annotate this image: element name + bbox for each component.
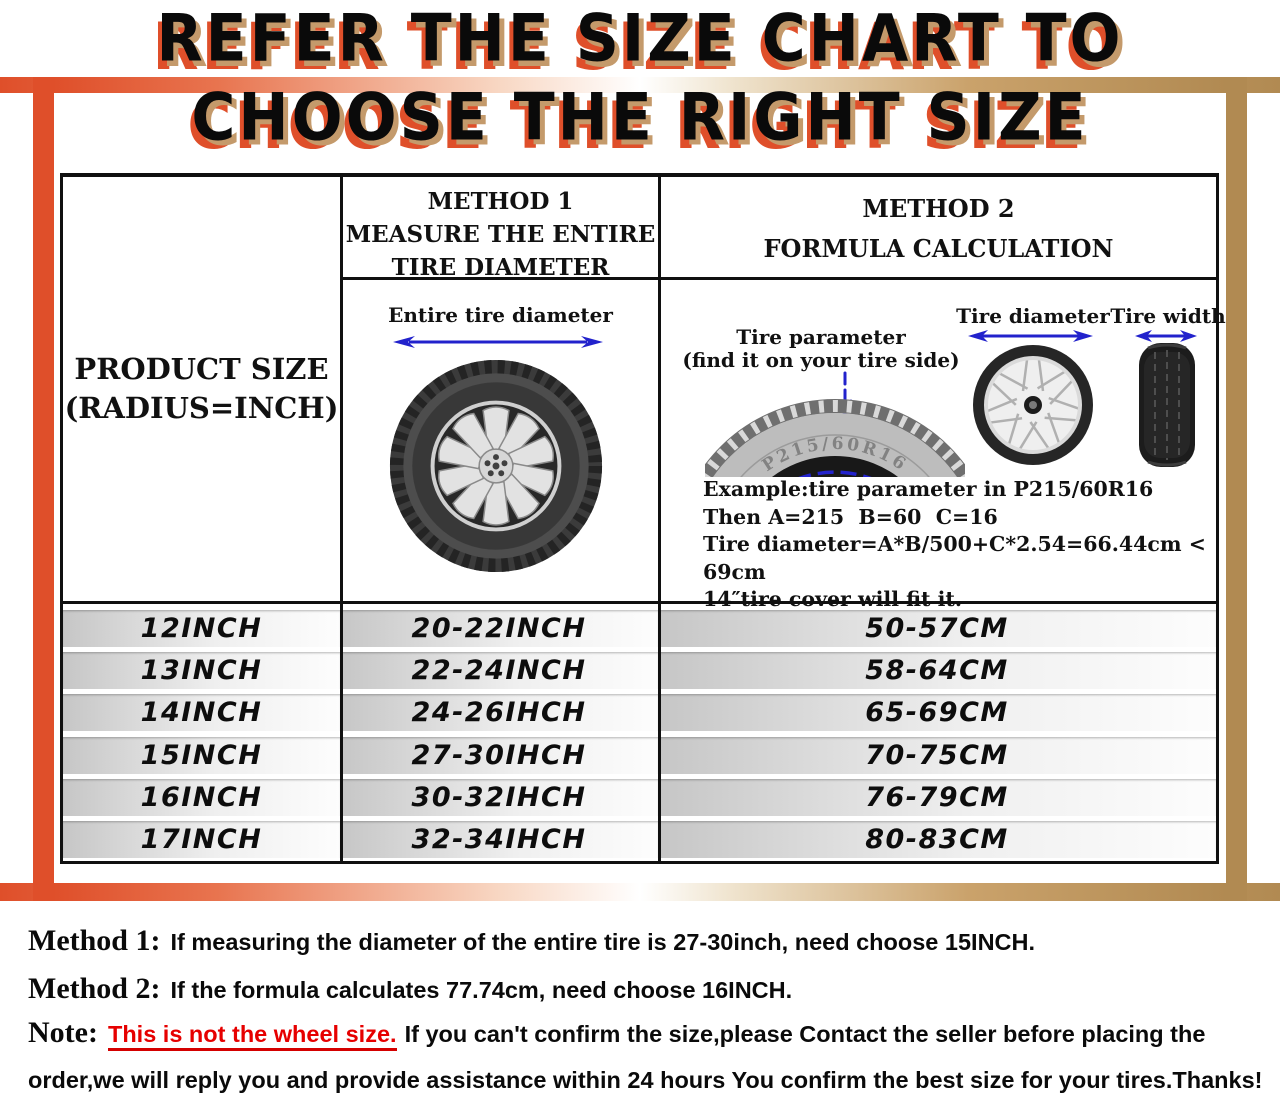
- wheel-front-image: [973, 345, 1093, 465]
- table-row: 15INCH 27-30IHCH 70-75CM: [63, 735, 1216, 777]
- page-title-line2: CHOOSE THE RIGHT SIZE: [191, 79, 1089, 156]
- not-wheel-size-warning: This is not the wheel size.: [107, 1021, 397, 1051]
- diagram-divider: [63, 601, 1216, 604]
- tire-diameter-label: Tire diameter: [956, 304, 1110, 328]
- page-title: REFER THE SIZE CHART TO CHOOSE THE RIGHT…: [0, 0, 1280, 158]
- method1-note-label: Method 1:: [28, 924, 161, 957]
- method2-note: Method 2: If the formula calculates 77.74…: [28, 968, 1268, 1015]
- size-chart-table: PRODUCT SIZE (RADIUS=INCH) METHOD 1 MEAS…: [60, 173, 1226, 864]
- method1-note-text: If measuring the diameter of the entire …: [170, 929, 1036, 955]
- diameter-inch-cell: 30-32IHCH: [340, 778, 658, 816]
- method2-note-text: If the formula calculates 77.74cm, need …: [170, 977, 793, 1003]
- product-size-cell: 15INCH: [63, 736, 340, 774]
- example-line1: Example:tire parameter in P215/60R16: [703, 477, 1154, 501]
- formula-example: Example:tire parameter in P215/60R16 The…: [703, 476, 1219, 614]
- example-line4: 14″tire cover will fit it.: [703, 587, 963, 611]
- method2-header: METHOD 2 FORMULA CALCULATION: [661, 189, 1216, 269]
- method1-note: Method 1: If measuring the diameter of th…: [28, 920, 1268, 967]
- tire-parameter-label-line2: (find it on your tire side): [682, 348, 960, 372]
- tire-front-image: [389, 359, 603, 573]
- product-size-cell: 13INCH: [63, 652, 340, 690]
- method2-note-label: Method 2:: [28, 972, 161, 1005]
- tire-parameter-label: Tire parameter (find it on your tire sid…: [661, 326, 981, 372]
- table-row: 14INCH 24-26IHCH 65-69CM: [63, 692, 1216, 734]
- product-size-header-line1: PRODUCT SIZE: [74, 352, 329, 386]
- general-note-label: Note:: [28, 1016, 98, 1049]
- general-note-text: If you can't confirm the size,please Con…: [28, 1021, 1263, 1093]
- tire-tread-image: [1139, 343, 1195, 467]
- diameter-cm-cell: 70-75CM: [658, 736, 1216, 774]
- product-size-cell: 14INCH: [63, 694, 340, 732]
- method1-header-line3: TIRE DIAMETER: [391, 254, 610, 281]
- header-divider: [340, 277, 1216, 280]
- product-size-header-line2: (RADIUS=INCH): [64, 391, 339, 425]
- table-row: 17INCH 32-34IHCH 80-83CM: [63, 819, 1216, 861]
- diameter-cm-cell: 50-57CM: [658, 610, 1216, 647]
- product-size-cell: 17INCH: [63, 820, 340, 858]
- diameter-cm-cell: 58-64CM: [658, 652, 1216, 690]
- size-rows: 12INCH 20-22INCH 50-57CM 13INCH 22-24INC…: [63, 608, 1216, 861]
- method2-header-line2: FORMULA CALCULATION: [763, 234, 1114, 263]
- example-line3: Tire diameter=A*B/500+C*2.54=66.44cm < 6…: [703, 532, 1206, 584]
- product-size-cell: 12INCH: [63, 610, 340, 647]
- column-divider-2: [658, 177, 661, 861]
- diameter-inch-cell: 27-30IHCH: [340, 736, 658, 774]
- diameter-cm-cell: 65-69CM: [658, 694, 1216, 732]
- diameter-inch-cell: 24-26IHCH: [340, 694, 658, 732]
- diameter-inch-cell: 32-34IHCH: [340, 820, 658, 858]
- tire-sidewall-image: P215/60R16: [705, 399, 965, 477]
- example-line2: Then A=215 B=60 C=16: [703, 504, 998, 529]
- product-size-cell: 16INCH: [63, 778, 340, 816]
- tire-width-label: Tire width: [1110, 304, 1226, 328]
- diameter-arrow-icon: [393, 336, 603, 348]
- table-row: 13INCH 22-24INCH 58-64CM: [63, 650, 1216, 692]
- tire-parameter-label-line1: Tire parameter: [736, 325, 906, 349]
- tire-width-arrow-icon: [1135, 330, 1197, 342]
- tire-diameter-arrow-icon: [968, 330, 1093, 342]
- table-row: 16INCH 30-32IHCH 76-79CM: [63, 777, 1216, 819]
- method1-header: METHOD 1 MEASURE THE ENTIRE TIRE DIAMETE…: [340, 185, 661, 284]
- method1-header-line2: MEASURE THE ENTIRE: [345, 221, 656, 248]
- entire-tire-diameter-label: Entire tire diameter: [388, 303, 613, 327]
- diameter-inch-cell: 20-22INCH: [340, 610, 658, 647]
- column-divider-1: [340, 177, 343, 861]
- diameter-cm-cell: 76-79CM: [658, 778, 1216, 816]
- table-row: 12INCH 20-22INCH 50-57CM: [63, 608, 1216, 650]
- diameter-cm-cell: 80-83CM: [658, 820, 1216, 858]
- method2-header-line1: METHOD 2: [862, 194, 1015, 223]
- diameter-inch-cell: 22-24INCH: [340, 652, 658, 690]
- page-title-line1: REFER THE SIZE CHART TO: [156, 1, 1124, 77]
- method1-header-line1: METHOD 1: [427, 188, 574, 215]
- general-note: Note: This is not the wheel size. If you c…: [28, 1012, 1268, 1105]
- product-size-header: PRODUCT SIZE (RADIUS=INCH): [63, 350, 340, 428]
